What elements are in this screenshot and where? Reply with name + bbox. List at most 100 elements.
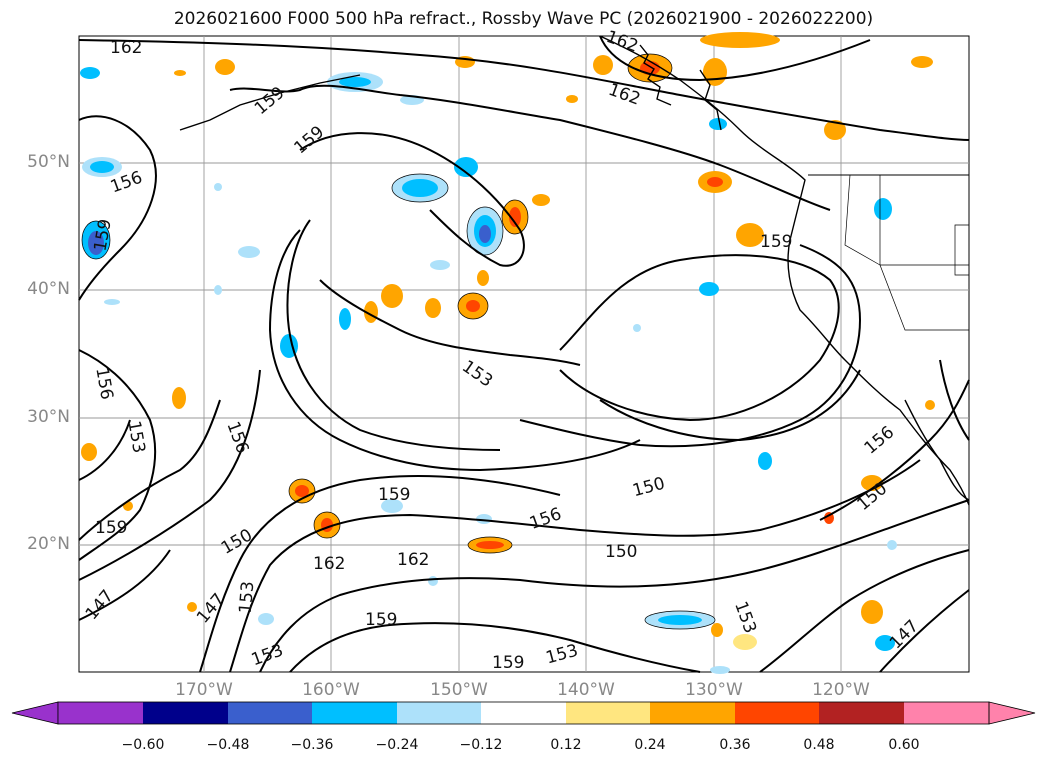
lon-label: 150°W: [430, 680, 488, 700]
negative-anomaly: [430, 260, 450, 270]
colorbar-tick-label: −0.48: [206, 737, 250, 753]
colorbar-swatch: [228, 702, 312, 724]
positive-anomaly: [593, 55, 613, 75]
contour-label: 159: [365, 610, 397, 630]
lat-label: 30°N: [27, 407, 70, 427]
contour-label: 153: [236, 580, 259, 614]
positive-anomaly: [711, 623, 723, 637]
negative-anomaly: [238, 246, 260, 258]
contour-label: 162: [110, 38, 142, 58]
negative-anomaly: [214, 183, 222, 191]
lon-label: 130°W: [685, 680, 743, 700]
positive-anomaly: [733, 634, 757, 650]
colorbar-swatch: [735, 702, 819, 724]
positive-anomaly: [295, 485, 309, 497]
contour-label: 159: [378, 485, 410, 505]
negative-anomaly: [874, 198, 892, 220]
negative-anomaly: [214, 285, 222, 295]
colorbar: [11, 701, 1036, 725]
positive-anomaly: [172, 387, 186, 409]
negative-anomaly: [875, 635, 895, 651]
colorbar-swatch: [481, 702, 566, 724]
negative-anomaly: [633, 324, 641, 332]
negative-anomaly: [454, 157, 478, 177]
colorbar-extend-min: [11, 701, 59, 725]
positive-anomaly: [215, 59, 235, 75]
positive-anomaly: [532, 194, 550, 206]
colorbar-tick-label: −0.36: [290, 737, 334, 753]
colorbar-tick-label: 0.60: [888, 737, 920, 753]
negative-anomaly: [402, 179, 438, 197]
lon-label: 140°W: [557, 680, 615, 700]
anomaly-fills: [80, 32, 935, 674]
lon-label: 160°W: [302, 680, 360, 700]
negative-anomaly: [80, 67, 100, 79]
contour-label: 159: [95, 518, 127, 538]
negative-anomaly: [887, 540, 897, 550]
positive-anomaly: [174, 70, 186, 76]
negative-anomaly: [658, 615, 702, 625]
colorbar-tick-label: −0.60: [121, 737, 165, 753]
colorbar-swatch: [566, 702, 650, 724]
contour-label: 159: [492, 653, 524, 673]
colorbar-swatch: [397, 702, 481, 724]
negative-anomaly: [381, 499, 403, 513]
colorbar-swatch: [312, 702, 397, 724]
colorbar-swatch: [904, 702, 989, 724]
anomaly-contours: [81, 53, 716, 630]
negative-anomaly: [339, 77, 371, 87]
colorbar-swatch: [58, 702, 143, 724]
negative-anomaly: [90, 161, 114, 173]
colorbar-tick-label: 0.24: [634, 737, 666, 753]
positive-anomaly: [911, 56, 933, 68]
positive-anomaly: [925, 400, 935, 410]
negative-anomaly: [709, 118, 727, 130]
positive-anomaly: [476, 541, 504, 549]
lon-label: 170°W: [175, 680, 233, 700]
negative-anomaly: [104, 299, 120, 305]
positive-anomaly: [477, 270, 489, 286]
lat-label: 40°N: [27, 279, 70, 299]
contour-label: 162: [397, 550, 429, 570]
borders: [844, 174, 970, 331]
colorbar-tick-label: 0.48: [803, 737, 835, 753]
negative-anomaly: [258, 613, 274, 625]
negative-anomaly: [88, 231, 104, 255]
contour-label: 162: [313, 554, 345, 574]
positive-anomaly: [824, 120, 846, 140]
colorbar-tick-label: −0.12: [459, 737, 503, 753]
positive-anomaly: [425, 298, 441, 318]
plot-area: [78, 32, 970, 674]
positive-anomaly: [703, 58, 727, 86]
negative-anomaly: [699, 282, 719, 296]
negative-anomaly: [479, 225, 491, 243]
positive-anomaly: [81, 443, 97, 461]
lon-label: 120°W: [812, 680, 870, 700]
lat-label: 50°N: [27, 152, 70, 172]
positive-anomaly: [509, 207, 521, 227]
colorbar-swatch: [143, 702, 228, 724]
colorbar-swatch: [650, 702, 735, 724]
positive-anomaly: [707, 177, 723, 187]
contour-label: 159: [760, 232, 792, 252]
negative-anomaly: [758, 452, 772, 470]
colorbar-tick-label: −0.24: [375, 737, 419, 753]
positive-anomaly: [187, 602, 197, 612]
negative-anomaly: [710, 666, 730, 674]
positive-anomaly: [381, 284, 403, 308]
negative-anomaly: [339, 308, 351, 330]
colorbar-tick-label: 0.12: [550, 737, 582, 753]
map-title: 2026021600 F000 500 hPa refract., Rossby…: [173, 9, 874, 29]
positive-anomaly: [566, 95, 578, 103]
colorbar-swatch: [819, 702, 904, 724]
lat-label: 20°N: [27, 534, 70, 554]
gridlines: [79, 36, 969, 672]
positive-anomaly: [861, 600, 883, 624]
colorbar-tick-label: 0.36: [719, 737, 751, 753]
positive-anomaly: [466, 300, 480, 312]
negative-anomaly: [428, 576, 438, 586]
contour-label: 150: [605, 542, 637, 562]
positive-anomaly: [700, 32, 780, 48]
refractive-index-contours: [78, 35, 970, 673]
